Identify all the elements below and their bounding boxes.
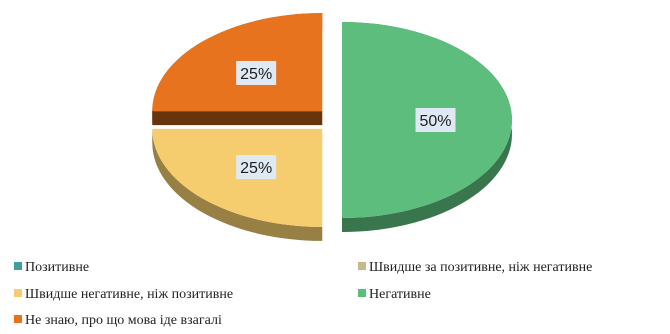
legend-label: Швидше негативне, ніж позитивне xyxy=(25,287,234,302)
legend-label: Позитивне xyxy=(25,260,90,275)
pie-slice-side-2 xyxy=(152,128,323,241)
legend-label: Не знаю, про що мова іде взагалі xyxy=(25,313,222,328)
legend-swatch xyxy=(14,289,22,297)
legend-swatch xyxy=(14,315,22,323)
legend-swatch xyxy=(358,262,366,270)
legend-item-negative: Негативне xyxy=(358,287,431,303)
legend-item-positive: Позитивне xyxy=(14,260,89,276)
legend-item-rather-positive: Швидше за позитивне, ніж негативне xyxy=(358,260,592,276)
data-label-4: 25% xyxy=(240,66,272,83)
legend-swatch xyxy=(14,262,22,270)
legend-item-dont-know: Не знаю, про що мова іде взагалі xyxy=(14,313,222,329)
legend-label: Швидше за позитивне, ніж негативне xyxy=(369,260,593,275)
data-label-bg-3 xyxy=(415,108,456,132)
pie-slice-2 xyxy=(152,128,323,241)
legend-label: Негативне xyxy=(369,287,431,302)
pie-slice-wall-4 xyxy=(152,111,323,126)
legend-item-rather-negative: Швидше негативне, ніж позитивне xyxy=(14,287,233,303)
data-label-bg-2 xyxy=(236,155,277,180)
data-label-2: 25% xyxy=(240,160,272,177)
legend-swatch xyxy=(358,289,366,297)
data-label-bg-4 xyxy=(236,60,277,85)
data-label-3: 50% xyxy=(419,113,451,130)
